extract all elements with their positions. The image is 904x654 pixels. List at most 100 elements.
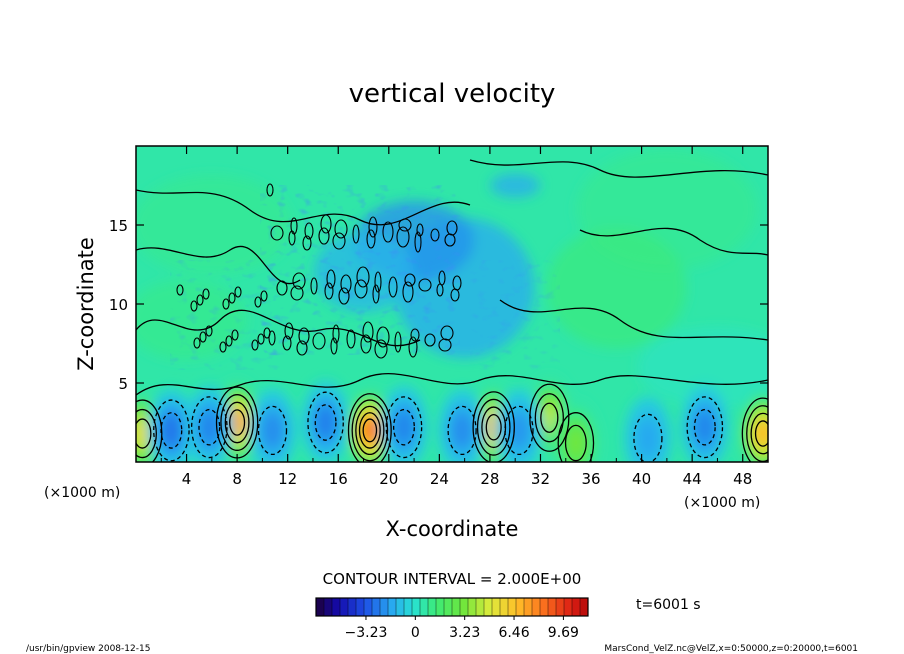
colorbar-cell	[388, 598, 397, 616]
contour-loop	[228, 292, 236, 304]
contour-loop	[302, 235, 312, 251]
contour-ring	[686, 396, 724, 459]
contour-loop	[318, 227, 330, 245]
contour-loop	[340, 274, 352, 294]
contour-ring	[220, 394, 254, 451]
contour-ring	[257, 405, 288, 456]
contour-loop	[452, 275, 462, 291]
chart-title: vertical velocity	[349, 79, 556, 109]
contour-loop	[356, 266, 370, 288]
field-region-6	[546, 228, 687, 349]
y-tick-label: 15	[109, 217, 128, 235]
contour-line	[136, 246, 301, 284]
x-tick-label: 36	[581, 470, 600, 488]
contour-loop	[430, 228, 440, 242]
contour-loop	[330, 337, 338, 355]
contour-loop	[310, 277, 318, 295]
contour-ring	[472, 391, 515, 462]
contour-ring	[504, 405, 534, 456]
contour-loop	[290, 285, 304, 301]
field-region-7	[637, 327, 768, 408]
contour-loop	[410, 328, 420, 342]
contour-ring	[385, 396, 423, 459]
colorbar-cell	[548, 598, 557, 616]
colorbar-frame	[315, 597, 589, 617]
contour-ring	[136, 408, 157, 459]
colorbar-cell	[364, 598, 373, 616]
contour-ring	[307, 391, 344, 454]
x-unit-left: (×1000 m)	[44, 485, 120, 501]
colorbar-cell	[412, 598, 421, 616]
contour-loop	[296, 340, 308, 356]
contour-line	[579, 227, 768, 256]
contour-loop	[225, 335, 233, 347]
contour-loop	[398, 218, 412, 232]
contour-loop	[414, 231, 422, 253]
contour-loop	[324, 282, 334, 300]
footer-left: /usr/bin/gpview 2008-12-15	[26, 644, 150, 654]
contour-ring	[693, 408, 716, 446]
contour-ring	[347, 393, 392, 462]
contour-line	[136, 373, 768, 396]
contour-ring	[447, 405, 477, 456]
x-unit-right: (×1000 m)	[684, 495, 760, 511]
colorbar-cell	[468, 598, 477, 616]
colorbar-ticks: −3.23 0 3.23 6.46 9.69	[345, 616, 579, 641]
colorbar-cell	[420, 598, 429, 616]
contour-line	[499, 299, 768, 341]
x-tick-label: 4	[182, 470, 192, 488]
contour-ring	[153, 399, 190, 462]
contour-line	[136, 189, 471, 226]
contour-ring	[229, 409, 246, 436]
velocity-field	[136, 146, 768, 462]
colorbar-cell	[516, 598, 525, 616]
contour-ring	[633, 413, 663, 462]
colorbar-tick-label: 6.46	[498, 625, 529, 641]
contour-ring	[534, 393, 564, 443]
contour-ring	[540, 402, 559, 433]
contour-ring	[136, 418, 152, 449]
colorbar-cell	[332, 598, 341, 616]
colorbar-cell	[580, 598, 589, 616]
contour-interval-text: CONTOUR INTERVAL = 2.000E+00	[323, 570, 582, 588]
downdraft-2	[248, 388, 297, 462]
y-tick-label: 5	[118, 375, 128, 393]
contour-loop	[334, 219, 348, 239]
colorbar-cell	[324, 598, 333, 616]
contour-loop	[263, 327, 271, 339]
contour-loop	[298, 327, 310, 345]
contour-loop	[408, 336, 418, 358]
colorbar-tick-label: 3.23	[449, 625, 480, 641]
contour-ring	[754, 420, 768, 447]
colorbar-cell	[316, 598, 325, 616]
colorbar-tick-label: 9.69	[548, 625, 579, 641]
x-tick-label: 32	[531, 470, 550, 488]
contour-loop	[394, 331, 402, 353]
contour-loop	[276, 280, 288, 296]
contour-ring	[557, 412, 595, 462]
contour-loop	[424, 333, 436, 347]
contour-loop	[234, 286, 242, 298]
contour-loop	[199, 331, 207, 343]
contour-loop	[440, 325, 454, 341]
contour-loop	[332, 232, 346, 250]
y-axis-ticks: 5 10 15	[109, 217, 768, 393]
contour-loop	[290, 217, 298, 235]
contour-ring	[160, 412, 183, 449]
contour-loop	[202, 288, 210, 300]
colorbar-cell	[524, 598, 533, 616]
contour-loop	[231, 329, 239, 341]
contour-ring	[224, 401, 250, 444]
contour-ring	[351, 399, 389, 462]
contour-loop	[360, 334, 372, 354]
contour-loop	[416, 223, 424, 237]
contour-loop	[368, 216, 378, 238]
x-axis-label: X-coordinate	[386, 517, 519, 541]
x-tick-label: 24	[430, 470, 449, 488]
x-tick-label: 48	[733, 470, 752, 488]
contour-loop	[268, 330, 276, 346]
contour-loop	[382, 221, 394, 243]
colorbar-cell	[452, 598, 461, 616]
colorbar	[315, 597, 589, 617]
colorbar-cell	[460, 598, 469, 616]
